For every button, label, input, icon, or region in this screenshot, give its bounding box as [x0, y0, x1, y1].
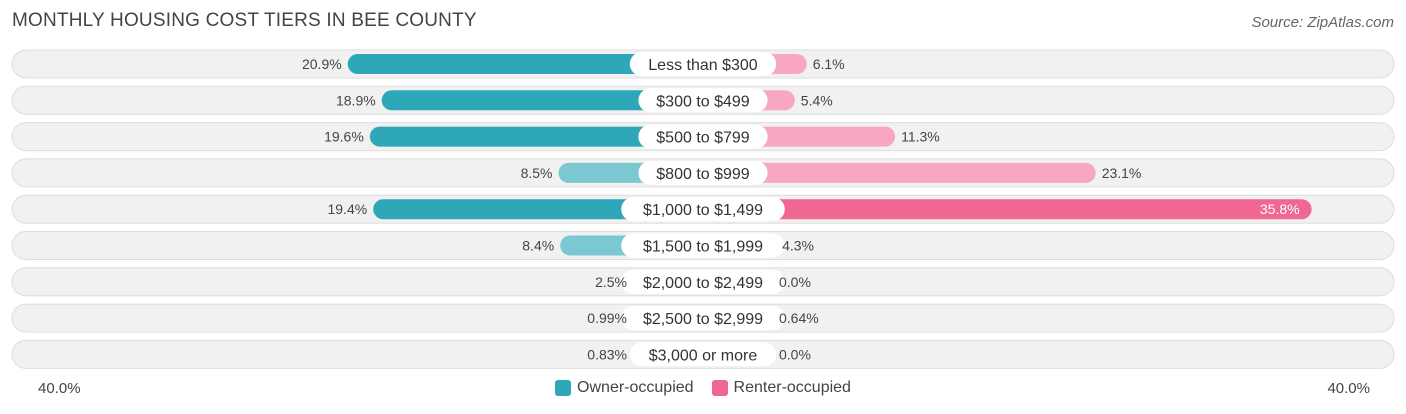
category-label: $800 to $999 — [656, 166, 750, 183]
category-label: $2,500 to $2,999 — [643, 311, 763, 328]
value-label-owner: 19.4% — [327, 201, 367, 217]
chart-title: MONTHLY HOUSING COST TIERS IN BEE COUNTY — [12, 10, 477, 31]
source-label: Source: ZipAtlas.com — [1251, 14, 1394, 31]
category-label: $1,500 to $1,999 — [643, 239, 763, 256]
legend-label-owner: Owner-occupied — [577, 379, 694, 396]
value-label-renter: 0.0% — [779, 346, 811, 362]
category-label: Less than $300 — [648, 57, 758, 74]
category-label: $2,000 to $2,499 — [643, 275, 763, 292]
value-label-renter: 6.1% — [813, 56, 845, 72]
value-label-owner: 20.9% — [302, 56, 342, 72]
value-label-renter: 4.3% — [782, 238, 814, 254]
value-label-owner: 19.6% — [324, 129, 364, 145]
value-label-owner: 0.83% — [587, 346, 627, 362]
category-label: $300 to $499 — [656, 93, 750, 110]
value-label-owner: 18.9% — [336, 92, 376, 108]
bar-owner — [381, 90, 703, 111]
value-label-renter: 11.3% — [901, 129, 940, 145]
category-pill — [629, 52, 777, 76]
value-label-renter: 0.64% — [779, 310, 819, 326]
value-label-owner: 2.5% — [595, 274, 627, 290]
category-pill — [621, 306, 785, 331]
axis-left-label: 40.0% — [38, 380, 81, 397]
bar-owner — [373, 199, 703, 220]
legend: Owner-occupied Renter-occupied — [0, 379, 1406, 397]
category-pill — [638, 160, 768, 185]
value-label-renter: 5.4% — [801, 92, 833, 108]
bar-renter — [703, 162, 1096, 183]
bar-owner — [347, 54, 703, 74]
legend-swatch-owner — [555, 380, 572, 396]
category-pill — [621, 197, 785, 222]
category-pill — [621, 233, 785, 258]
bar-renter — [703, 199, 1312, 220]
axis-right-label: 40.0% — [1327, 380, 1370, 397]
legend-swatch-renter — [711, 380, 728, 396]
bar-owner — [369, 126, 703, 147]
legend-item-renter[interactable]: Renter-occupied — [711, 379, 851, 397]
category-label: $3,000 or more — [649, 347, 758, 364]
category-pill — [621, 269, 785, 294]
category-pill — [638, 124, 768, 149]
category-pill — [638, 88, 768, 113]
category-pill — [629, 342, 777, 367]
value-label-owner: 0.99% — [587, 310, 627, 326]
value-label-renter: 35.8% — [1260, 201, 1300, 217]
value-label-renter: 0.0% — [779, 274, 811, 290]
category-label: $1,000 to $1,499 — [643, 202, 763, 219]
legend-label-renter: Renter-occupied — [733, 379, 851, 396]
category-label: $500 to $799 — [656, 130, 750, 147]
value-label-owner: 8.5% — [521, 165, 553, 181]
legend-item-owner[interactable]: Owner-occupied — [555, 379, 694, 397]
value-label-renter: 23.1% — [1102, 165, 1142, 181]
value-label-owner: 8.4% — [522, 238, 554, 254]
